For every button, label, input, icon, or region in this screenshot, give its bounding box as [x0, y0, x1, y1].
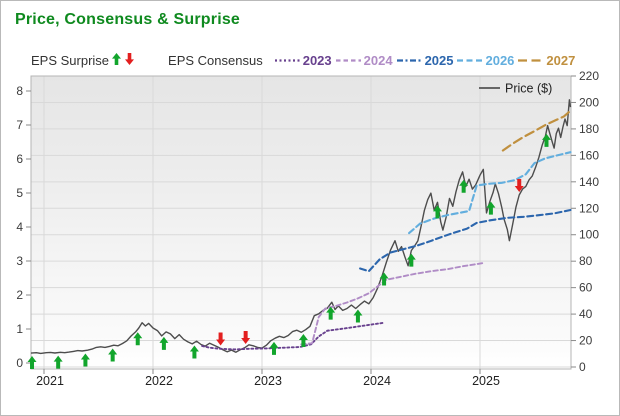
right-axis-label: 140 [579, 175, 599, 189]
surprise-up-arrow [27, 356, 37, 370]
left-axis-label: 8 [16, 84, 23, 98]
price-legend-label: Price ($) [505, 82, 552, 96]
legend-line-sample-2025 [396, 59, 422, 62]
surprise-up-arrow [53, 355, 63, 369]
surprise-up-arrow [269, 341, 279, 355]
plot-background [31, 76, 571, 369]
surprise-down-arrow [514, 179, 524, 193]
price-line-series [30, 99, 572, 355]
left-axis-label: 3 [16, 254, 23, 268]
right-axis-label: 120 [579, 201, 599, 215]
consensus-line-2024 [300, 262, 485, 346]
surprise-up-arrow [80, 353, 90, 367]
left-axis-label: 2 [16, 288, 23, 302]
right-axis-label: 100 [579, 228, 599, 242]
legend-year-label: 2027 [546, 53, 576, 68]
surprise-up-arrow [353, 309, 363, 323]
legend-year-2027: 2027 [517, 53, 575, 68]
left-axis-label: 6 [16, 152, 23, 166]
chart-title: Price, Consensus & Surprise [15, 11, 241, 28]
legend-year-2023: 2023 [274, 53, 332, 68]
surprise-up-arrow [459, 179, 469, 193]
surprise-down-arrow [241, 331, 251, 345]
surprise-down-arrow-icon [124, 52, 135, 69]
right-axis-label: 80 [579, 254, 593, 268]
right-axis-label: 220 [579, 69, 599, 83]
legend-year-2025: 2025 [396, 53, 454, 68]
legend-year-list: 2023 2024 2025 2026 2027 [271, 53, 575, 68]
left-axis-label: 0 [16, 356, 23, 370]
right-axis-label: 60 [579, 281, 593, 295]
eps-consensus-label: EPS Consensus [168, 53, 263, 68]
left-axis-label: 5 [16, 186, 23, 200]
left-axis-label: 4 [16, 220, 23, 234]
surprise-down-arrow [216, 332, 226, 346]
legend-line-sample-2027 [518, 59, 544, 62]
legend-year-label: 2023 [302, 53, 332, 68]
left-axis-label: 7 [16, 118, 23, 132]
right-axis-label: 0 [579, 360, 586, 374]
legend-year-2024: 2024 [335, 53, 393, 68]
consensus-line-2027 [501, 109, 572, 152]
legend-year-label: 2026 [485, 53, 515, 68]
legend-year-2026: 2026 [456, 53, 514, 68]
surprise-up-arrow [298, 334, 308, 348]
surprise-up-arrow [189, 345, 199, 359]
right-axis-label: 160 [579, 148, 599, 162]
legend-line-sample-2026 [457, 59, 483, 62]
legend-year-label: 2024 [363, 53, 393, 68]
consensus-line-2023 [201, 321, 384, 351]
surprise-up-arrow [108, 348, 118, 362]
consensus-line-2025 [359, 208, 572, 273]
legend-year-label: 2025 [424, 53, 454, 68]
surprise-up-arrow [133, 332, 143, 346]
surprise-up-arrow [379, 272, 389, 286]
surprise-up-arrow [406, 253, 416, 267]
chart-legend: EPS Surprise EPS Consensus 2023 2024 2025 2… [31, 52, 575, 69]
right-axis-label: 40 [579, 307, 593, 321]
plot-border [30, 75, 572, 370]
surprise-up-arrow [541, 133, 551, 147]
x-axis-year-label: 2025 [472, 374, 500, 388]
right-axis-label: 180 [579, 122, 599, 136]
surprise-up-arrow [159, 336, 169, 350]
surprise-up-arrow [326, 306, 336, 320]
x-axis-year-label: 2022 [145, 374, 173, 388]
x-axis-year-label: 2021 [36, 374, 64, 388]
left-axis-label: 1 [16, 322, 23, 336]
legend-line-sample-2024 [335, 59, 361, 62]
surprise-up-arrow [486, 201, 496, 215]
right-axis-label: 200 [579, 95, 599, 109]
x-axis-year-label: 2024 [363, 374, 391, 388]
right-axis-label: 20 [579, 334, 593, 348]
eps-surprise-label: EPS Surprise [31, 53, 110, 68]
surprise-up-arrow [432, 205, 442, 219]
x-axis-year-label: 2023 [254, 374, 282, 388]
surprise-up-arrow-icon [111, 52, 122, 69]
